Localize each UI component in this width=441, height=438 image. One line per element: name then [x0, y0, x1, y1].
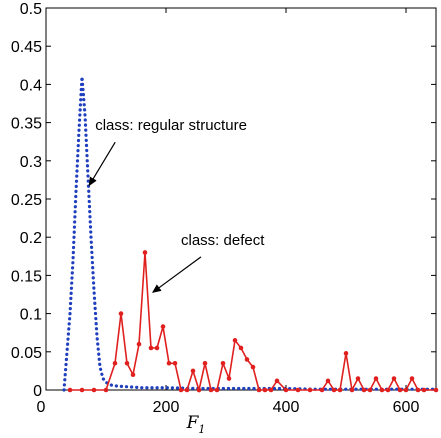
series-point-2: [331, 387, 337, 393]
annotation-arrow: [88, 141, 116, 187]
series-point-2: [421, 387, 427, 393]
series-point-2: [208, 387, 214, 393]
series-point-2: [160, 324, 166, 329]
series-point-2: [403, 387, 409, 393]
series-point-2: [349, 387, 355, 393]
series-point-2: [295, 387, 301, 393]
series-point-2: [226, 376, 232, 381]
series-point-2: [172, 360, 178, 366]
series-point-2: [268, 387, 274, 393]
series-point-2: [397, 387, 403, 393]
y-tick-label: 0.05: [11, 345, 42, 362]
series-point-2: [118, 311, 124, 316]
series-point-2: [325, 378, 331, 384]
series-point-2: [178, 387, 184, 393]
x-axis: 0 200 400 600: [37, 8, 420, 416]
series-point-2: [262, 387, 268, 393]
series-point-2: [343, 351, 349, 356]
x-tick-label: 400: [273, 399, 300, 416]
y-tick-label: 0.45: [11, 39, 42, 56]
series-point-2: [238, 345, 244, 351]
series-point-2: [196, 387, 202, 393]
series-point-2: [337, 387, 343, 393]
annotation-arrow: [151, 256, 202, 293]
series-point-2: [124, 360, 130, 366]
series-point-2: [256, 387, 262, 393]
series-point-2: [67, 387, 73, 393]
y-tick-label: 0.2: [20, 230, 42, 247]
series-point-2: [91, 387, 97, 393]
series-point-2: [250, 364, 256, 370]
series-point-2: [355, 376, 361, 381]
series-point-2: [232, 338, 238, 343]
series-point-2: [184, 387, 190, 393]
series-point-2: [379, 387, 385, 393]
y-tick-label: 0.3: [20, 154, 42, 171]
series-point-2: [190, 368, 196, 374]
series-point-2: [112, 360, 118, 366]
series-point-2: [361, 387, 367, 393]
series-point-2: [103, 387, 109, 393]
y-tick-label: 0.5: [20, 1, 42, 18]
x-axis-label: F1: [186, 413, 206, 436]
y-tick-label: 0.15: [11, 268, 42, 285]
series-point-2: [136, 341, 142, 347]
series-point-2: [409, 376, 415, 381]
series-point-2: [154, 345, 160, 351]
x-tick-label: 200: [153, 399, 180, 416]
series-point-2: [367, 387, 373, 393]
annotation-label: class: defect: [181, 232, 265, 249]
annotations: class: regular structure class: defect: [88, 117, 265, 293]
x-tick-label: 600: [393, 399, 420, 416]
series-point-2: [283, 387, 289, 393]
series-point-2: [307, 387, 313, 393]
series-point-2: [274, 378, 280, 384]
y-tick-label: 0.35: [11, 116, 42, 133]
series-point-2: [385, 387, 391, 393]
annotation-label: class: regular structure: [95, 117, 247, 134]
plot-area: [45, 7, 437, 391]
series-point-2: [142, 250, 148, 255]
series-point-2: [214, 387, 220, 393]
series-point-2: [319, 387, 325, 393]
series-point-2: [244, 357, 250, 362]
series-point-2: [166, 360, 172, 366]
series-point-2: [220, 360, 226, 366]
series-layer: [62, 76, 439, 394]
series-point-2: [130, 372, 136, 378]
x-tick-label: 0: [37, 399, 46, 416]
series-point-2: [415, 387, 421, 393]
series-point-2: [202, 360, 208, 366]
y-tick-label: 0.4: [20, 77, 42, 94]
series-point-2: [79, 387, 85, 393]
series-point-2: [433, 387, 439, 393]
series-point-2: [373, 376, 379, 381]
series-point-2: [148, 345, 154, 351]
y-tick-label: 0.1: [20, 307, 42, 324]
y-tick-label: 0.25: [11, 192, 42, 209]
y-tick-label: 0: [33, 383, 42, 400]
series-point-2: [391, 376, 397, 381]
y-axis: 0 0.05 0.1 0.15 0.2 0.25 0.3 0.35 0.4 0.45 0.5: [11, 1, 436, 400]
